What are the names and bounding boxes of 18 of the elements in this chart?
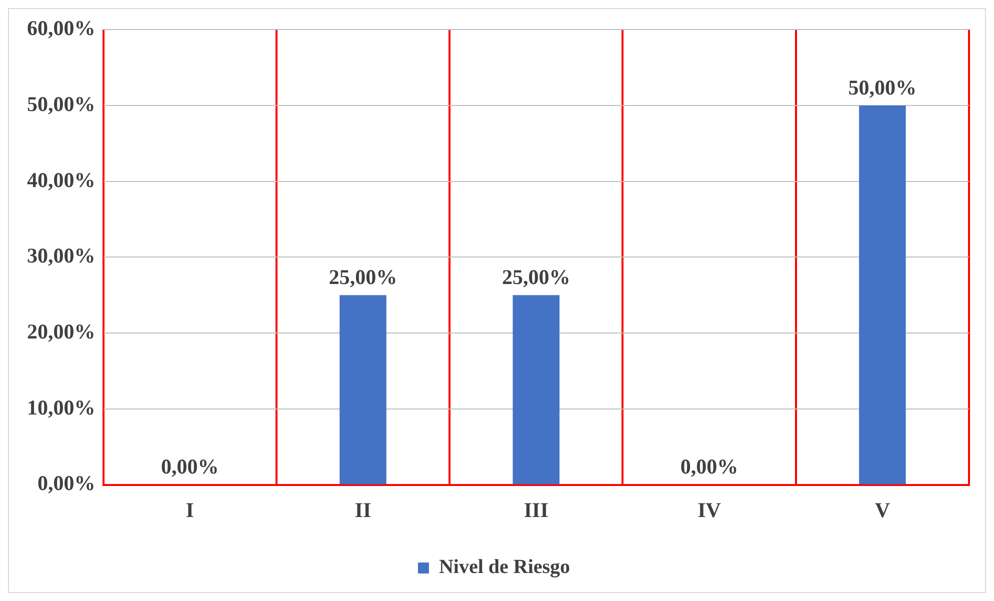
data-label: 0,00% [160, 454, 219, 479]
y-tick-label: 50,00% [27, 92, 96, 116]
data-label: 25,00% [328, 265, 398, 290]
data-label: 0,00% [680, 454, 738, 479]
legend-label: Nivel de Riesgo [438, 556, 570, 578]
x-tick-label: III [524, 498, 548, 522]
data-label: 50,00% [848, 75, 917, 100]
y-tick-label: 20,00% [27, 319, 96, 344]
data-label: 25,00% [502, 265, 570, 290]
x-tick-label: V [874, 498, 890, 522]
x-tick-label: I [186, 498, 194, 522]
y-tick-label: 40,00% [27, 168, 96, 192]
y-tick-label: 30,00% [27, 244, 96, 268]
y-tick-label: 0,00% [38, 471, 96, 496]
x-tick-label: IV [698, 498, 721, 522]
x-tick-label: II [354, 498, 372, 522]
y-tick-label: 10,00% [27, 395, 96, 420]
y-tick-label: 60,00% [27, 16, 96, 40]
